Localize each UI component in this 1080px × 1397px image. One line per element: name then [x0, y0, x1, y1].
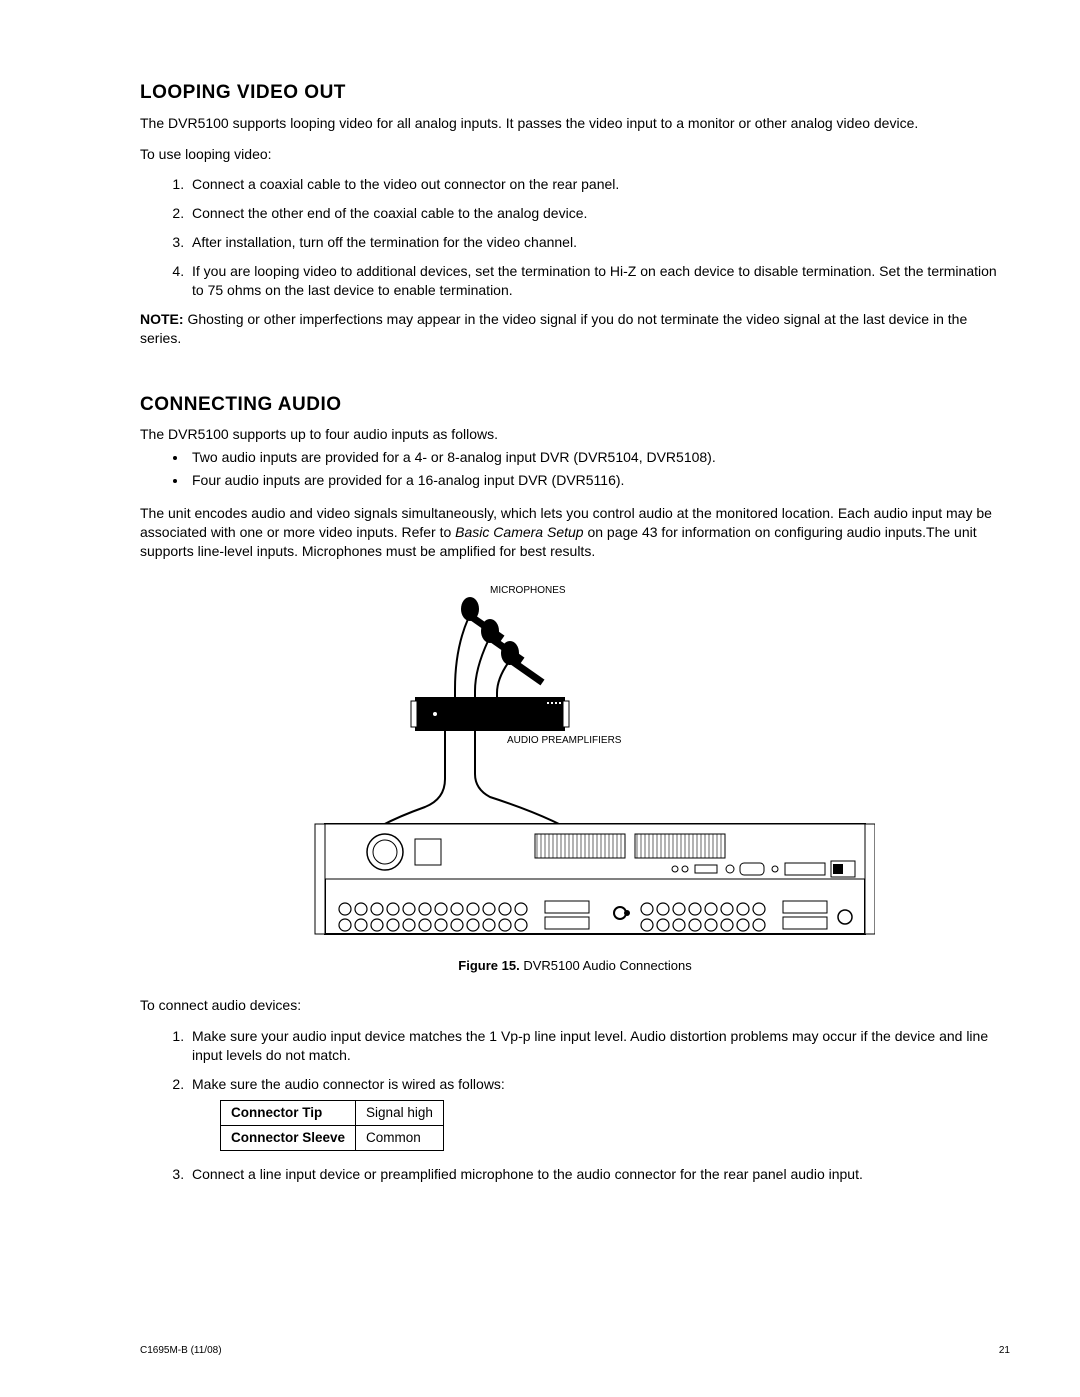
list-item: Make sure the audio connector is wired a…: [188, 1075, 1010, 1151]
table-cell: Connector Tip: [221, 1100, 356, 1125]
para-section1-lead: To use looping video:: [140, 145, 1010, 164]
list-item: Two audio inputs are provided for a 4- o…: [188, 448, 1010, 467]
page: LOOPING VIDEO OUT The DVR5100 supports l…: [0, 0, 1080, 1397]
text-italic: Basic Camera Setup: [455, 524, 583, 540]
connector-table: Connector Tip Signal high Connector Slee…: [220, 1100, 444, 1151]
heading-looping-video-out: LOOPING VIDEO OUT: [140, 80, 1010, 106]
preamp-box: [415, 697, 565, 731]
preamp-jack: [411, 701, 417, 727]
figure-audio-connections: MICROPHONES AUDIO: [140, 579, 1010, 949]
cable: [497, 663, 508, 697]
list-section2-bullets: Two audio inputs are provided for a 4- o…: [140, 448, 1010, 490]
table-row: Connector Sleeve Common: [221, 1125, 444, 1150]
list-item: Connect a coaxial cable to the video out…: [188, 175, 1010, 194]
list-item: Connect the other end of the coaxial cab…: [188, 204, 1010, 223]
note-body: Ghosting or other imperfections may appe…: [140, 311, 967, 346]
list-item: If you are looping video to additional d…: [188, 262, 1010, 300]
note-label: NOTE:: [140, 311, 184, 327]
list-item: Four audio inputs are provided for a 16-…: [188, 471, 1010, 490]
list-item: After installation, turn off the termina…: [188, 233, 1010, 252]
heading-connecting-audio: CONNECTING AUDIO: [140, 392, 1010, 418]
list-section2-steps: Make sure your audio input device matche…: [140, 1027, 1010, 1184]
label-microphones: MICROPHONES: [490, 585, 566, 596]
para-section1-intro: The DVR5100 supports looping video for a…: [140, 114, 1010, 133]
label-preamplifiers: AUDIO PREAMPLIFIERS: [507, 735, 622, 746]
para-section1-note: NOTE: Ghosting or other imperfections ma…: [140, 310, 1010, 348]
diagram-svg: MICROPHONES AUDIO: [275, 579, 875, 949]
footer-right: 21: [999, 1344, 1010, 1358]
preamp-jack: [563, 701, 569, 727]
table-cell: Signal high: [356, 1100, 444, 1125]
figure-caption: Figure 15. DVR5100 Audio Connections: [140, 957, 1010, 975]
list-section1-steps: Connect a coaxial cable to the video out…: [140, 175, 1010, 299]
footer-left: C1695M-B (11/08): [140, 1344, 222, 1358]
caption-text: DVR5100 Audio Connections: [520, 958, 692, 973]
cable: [455, 619, 468, 697]
para-section2-intro: The DVR5100 supports up to four audio in…: [140, 425, 1010, 444]
table-row: Connector Tip Signal high: [221, 1100, 444, 1125]
page-footer: C1695M-B (11/08) 21: [140, 1344, 1010, 1358]
caption-bold: Figure 15.: [458, 958, 519, 973]
list-item: Connect a line input device or preamplif…: [188, 1165, 1010, 1184]
table-cell: Connector Sleeve: [221, 1125, 356, 1150]
cable: [475, 641, 488, 697]
dvr-rear-panel: [315, 824, 875, 934]
table-cell: Common: [356, 1125, 444, 1150]
para-section2-body: The unit encodes audio and video signals…: [140, 504, 1010, 561]
list-item: Make sure your audio input device matche…: [188, 1027, 1010, 1065]
text-run: Make sure the audio connector is wired a…: [192, 1076, 505, 1092]
para-section2-lead2: To connect audio devices:: [140, 996, 1010, 1015]
